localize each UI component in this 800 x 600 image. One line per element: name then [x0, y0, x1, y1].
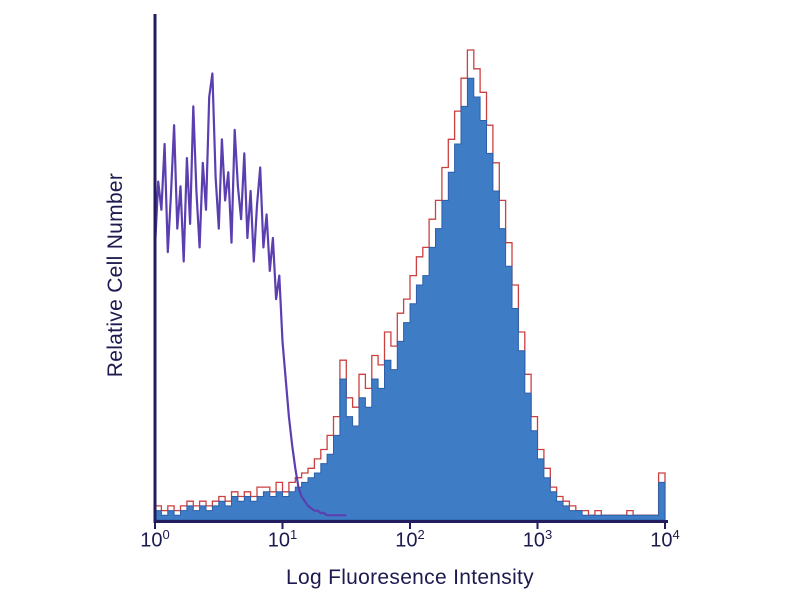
x-tick-label: 101 — [267, 527, 298, 552]
series-purple-control-trace — [153, 72, 347, 520]
x-tick-label: 103 — [522, 527, 553, 552]
x-tick-label: 102 — [395, 527, 425, 552]
x-axis-label: Log Fluoresence Intensity — [286, 566, 534, 589]
y-axis-label: Relative Cell Number — [104, 172, 127, 378]
series-red-outline-histogram — [154, 49, 666, 520]
x-tick-label: 100 — [140, 527, 170, 552]
series-blue-filled-histogram — [154, 77, 666, 521]
x-tick-label: 104 — [650, 527, 680, 552]
